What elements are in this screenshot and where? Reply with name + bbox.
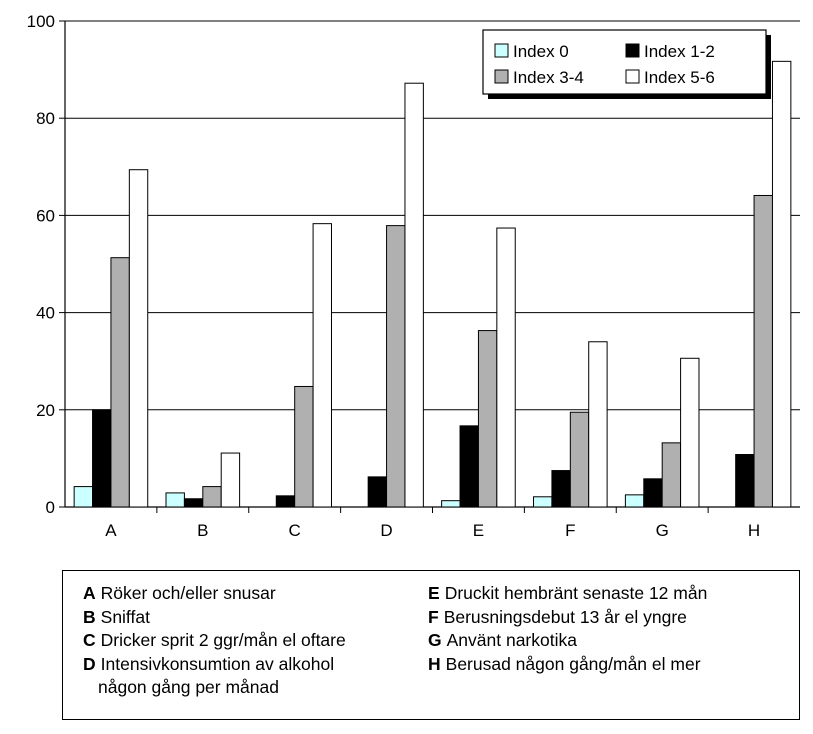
legend-letter: G [428,630,442,650]
legend-swatch [625,43,640,58]
legend-item-a: A Röker och/eller snusar [83,582,423,606]
y-tick-label: 20 [36,401,55,420]
bar-c-series-2 [294,385,314,508]
legend-label: Index 1-2 [644,42,715,61]
bar-a-series-0 [73,486,94,508]
legend-text: Intensivkonsumtion av alkohol [100,653,335,674]
bar-f-series-0 [533,496,553,508]
bar-f-series-1 [551,470,571,508]
legend-swatch [625,69,640,84]
legend-text: Berusningsdebut 13 år el yngre [443,606,687,627]
x-tick-label: G [656,521,669,540]
y-tick-label: 80 [36,109,55,128]
legend-text: Använt narkotika [446,630,577,650]
bar-a-series-1 [92,409,112,508]
legend-label: Index 3-4 [513,68,584,87]
legend-item-f: F Berusningsdebut 13 år el yngre [428,606,788,630]
bar-a-series-2 [110,257,130,508]
series-legend: Index 0 Index 1-2 Index 3-4 Index 5-6 [482,29,771,99]
legend-letter: D [83,653,96,674]
legend-frame [482,29,767,95]
bar-g-series-2 [661,442,682,508]
bar-b-series-2 [202,486,222,508]
x-tick-label: A [105,521,117,540]
y-tick-label: 0 [46,498,55,517]
legend-letter: A [83,583,96,603]
category-legend-right: E Druckit hembränt senaste 12 mån F Berusn… [428,582,788,676]
legend-item-c: C Dricker sprit 2 ggr/mån el oftare [83,629,423,653]
legend-label: Index 0 [513,42,569,61]
bar-b-series-0 [165,492,185,508]
bar-c-series-3 [312,223,332,508]
bar-e-series-1 [459,425,479,508]
x-tick-label: C [289,521,301,540]
bar-h-series-2 [753,194,773,508]
x-tick-label: B [197,521,208,540]
gridlines [65,20,800,411]
legend-item-e: E Druckit hembränt senaste 12 mån [428,582,788,606]
legend-swatch [494,43,509,58]
legend-text: Sniffat [100,606,150,627]
bar-f-series-2 [569,411,590,508]
legend-letter: F [428,606,439,627]
x-tick-label: D [380,521,392,540]
legend-item-d: D Intensivkonsumtion av alkohol någon gång… [83,653,423,700]
legend-text: Druckit hembränt senaste 12 mån [444,583,708,603]
bar-a-series-3 [128,169,149,508]
legend-letter: C [83,630,96,650]
bar-b-series-3 [220,452,241,508]
legend-item-h: H Berusad någon gång/mån el mer [428,653,788,677]
bar-g-series-0 [624,494,645,508]
bar-d-series-2 [386,225,406,508]
legend-text: Berusad någon gång/mån el mer [445,653,701,674]
bar-e-series-2 [477,330,498,508]
bar-b-series-1 [183,498,204,508]
bar-g-series-1 [643,478,663,508]
bar-d-series-1 [367,476,388,508]
category-legend-left: A Röker och/eller snusar B Sniffat C Dricke… [83,582,423,700]
legend-item-g: G Använt narkotika [428,629,788,653]
legend-text: Dricker sprit 2 ggr/mån el oftare [100,630,346,650]
category-legend: A Röker och/eller snusar B Sniffat C Dricke… [62,570,800,720]
bars [73,60,792,508]
y-tick-label: 60 [36,206,55,225]
bar-d-series-3 [404,82,424,508]
bar-e-series-0 [441,500,461,508]
legend-letter: H [428,653,441,674]
x-tick-label: E [473,521,484,540]
legend-text-continued: någon gång per månad [98,677,279,697]
y-tick-label: 40 [36,304,55,323]
bar-c-series-1 [275,495,296,508]
bar-h-series-3 [771,60,792,508]
x-tick-label: H [748,521,760,540]
bar-h-series-1 [735,454,755,508]
x-tick-label: F [565,521,575,540]
bar-g-series-3 [680,357,700,508]
legend-text: Röker och/eller snusar [100,583,276,603]
legend-label: Index 5-6 [644,68,715,87]
bar-e-series-3 [496,227,516,508]
legend-swatch [494,69,509,84]
legend-letter: B [83,606,96,627]
legend-item-b: B Sniffat [83,606,423,630]
y-tick-label: 100 [27,12,55,31]
bar-f-series-3 [588,341,608,508]
legend-letter: E [428,583,440,603]
